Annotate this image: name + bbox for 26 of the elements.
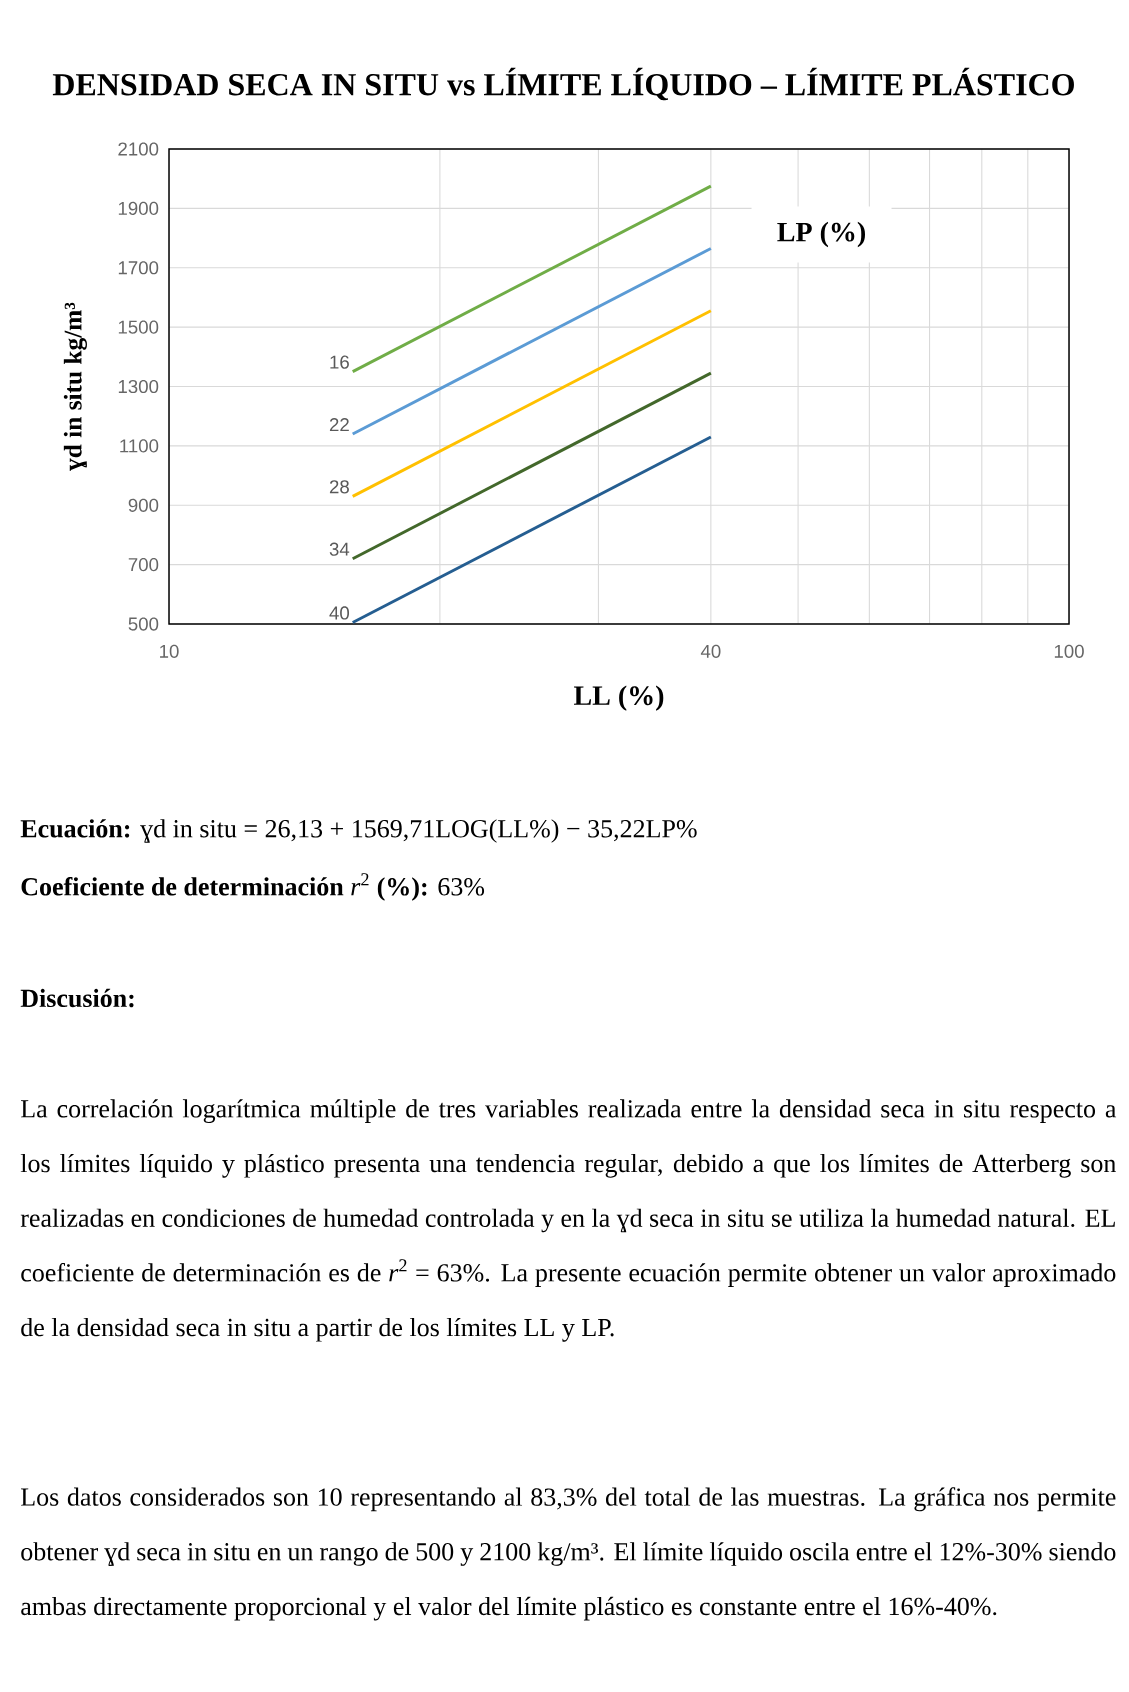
x-tick-label: 10 [160, 644, 179, 658]
y-tick-label: 1100 [120, 439, 159, 453]
y-tick-label: 1700 [118, 261, 159, 275]
x-tick-label: 40 [700, 644, 721, 658]
y-tick-label: 700 [128, 558, 159, 572]
y-tick-label: 2100 [118, 142, 159, 156]
y-axis-title: ɣd in situ kg/m³ [63, 302, 87, 471]
series-label: 34 [329, 542, 350, 556]
legend-title: LP (%) [777, 221, 866, 248]
chart-title: DENSIDAD SECA IN SITU vs LÍMITE LÍQUIDO – LÍMITE PLÁSTICO [52, 67, 1074, 101]
y-tick-label: 1300 [118, 379, 159, 394]
text: Coeficiente de determinación r$^{2}$ (%): 63% [21, 873, 485, 901]
y-tick-label: 900 [128, 498, 159, 512]
x-tick-label: 100 [1054, 644, 1084, 658]
y-tick-label: 500 [128, 617, 159, 631]
series-label: 22 [329, 418, 349, 432]
x-axis-title: LL (%) [573, 685, 664, 711]
series-label: 40 [329, 606, 350, 620]
y-tick-label: 1500 [118, 320, 159, 334]
text: Discusión: [20, 988, 134, 1008]
text: Ecuación: ɣd in situ = 26,13 + 1569,71LOG(LL%) − 35,22LP% [20, 819, 697, 843]
text: La correlación logarítmica múltiple de tres variables realizada entre la densidad seca in situ respecto a los límites líquido y plástico presenta una tendencia regular, debido a que los límites de Atterberg son realizadas en condiciones de humedad controlada y en la ɣd seca in situ se utiliza la humedad natural. EL coeficiente de determinación es de r$^{2}$ = 63%. La presente ecuación permite obtener un valor aproximado de la densidad seca in situ a partir de los límites LL y LP. [20, 1099, 1117, 1342]
y-tick-label: 1900 [118, 201, 159, 215]
text: Los datos considerados son 10 representando al 83,3% del total de las muestras. La gráfica nos permite obtener ɣd seca in situ en un rango de 500 y 2100 kg/m³. El límite líquido oscila entre el 12%-30% siendo ambas directamente proporcional y el valor del límite plástico es constante entre el 16%-40%. [21, 1487, 1116, 1621]
series-label: 28 [329, 480, 349, 494]
series-label: 16 [330, 355, 349, 369]
